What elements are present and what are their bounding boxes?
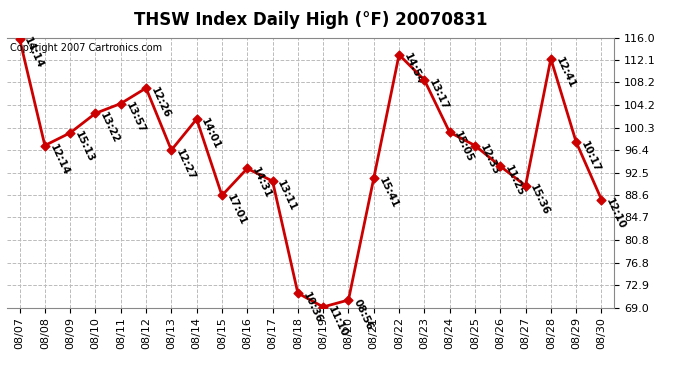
Text: 12:14: 12:14 — [48, 143, 71, 177]
Point — [141, 85, 152, 91]
Text: 12:27: 12:27 — [174, 147, 197, 182]
Point — [317, 304, 328, 310]
Text: 14:14: 14:14 — [22, 36, 46, 70]
Point — [469, 142, 480, 148]
Text: 12:41: 12:41 — [553, 56, 577, 90]
Point — [293, 290, 304, 296]
Point — [90, 110, 101, 116]
Point — [596, 196, 607, 202]
Text: 15:13: 15:13 — [73, 130, 96, 164]
Text: 15:41: 15:41 — [377, 176, 400, 210]
Text: 14:54: 14:54 — [402, 52, 425, 86]
Text: 14:31: 14:31 — [250, 166, 273, 200]
Point — [217, 192, 228, 198]
Text: 08:56: 08:56 — [351, 297, 374, 332]
Text: Copyright 2007 Cartronics.com: Copyright 2007 Cartronics.com — [10, 43, 162, 53]
Text: 10:36: 10:36 — [301, 290, 324, 325]
Text: 12:26: 12:26 — [149, 85, 172, 120]
Point — [571, 139, 582, 145]
Point — [14, 36, 25, 42]
Point — [267, 178, 278, 184]
Text: 13:22: 13:22 — [98, 111, 121, 145]
Text: 14:01: 14:01 — [199, 116, 223, 151]
Text: THSW Index Daily High (°F) 20070831: THSW Index Daily High (°F) 20070831 — [134, 11, 487, 29]
Point — [343, 297, 354, 303]
Text: 12:10: 12:10 — [604, 197, 627, 231]
Point — [545, 56, 556, 62]
Point — [520, 183, 531, 189]
Point — [39, 142, 50, 148]
Point — [495, 163, 506, 169]
Point — [393, 52, 404, 58]
Text: 11:10: 11:10 — [326, 304, 349, 338]
Text: 10:17: 10:17 — [579, 139, 602, 174]
Text: 13:57: 13:57 — [124, 101, 147, 135]
Point — [166, 147, 177, 153]
Point — [444, 129, 455, 135]
Text: 12:33: 12:33 — [477, 143, 501, 177]
Text: 15:36: 15:36 — [529, 183, 551, 217]
Point — [115, 100, 126, 106]
Point — [241, 165, 253, 171]
Text: 13:11: 13:11 — [275, 178, 298, 213]
Text: 15:05: 15:05 — [453, 129, 475, 164]
Point — [65, 130, 76, 136]
Point — [368, 175, 380, 181]
Text: 11:25: 11:25 — [503, 164, 526, 198]
Point — [419, 77, 430, 83]
Text: 13:17: 13:17 — [427, 77, 451, 112]
Point — [191, 116, 202, 122]
Text: 17:01: 17:01 — [225, 193, 248, 227]
